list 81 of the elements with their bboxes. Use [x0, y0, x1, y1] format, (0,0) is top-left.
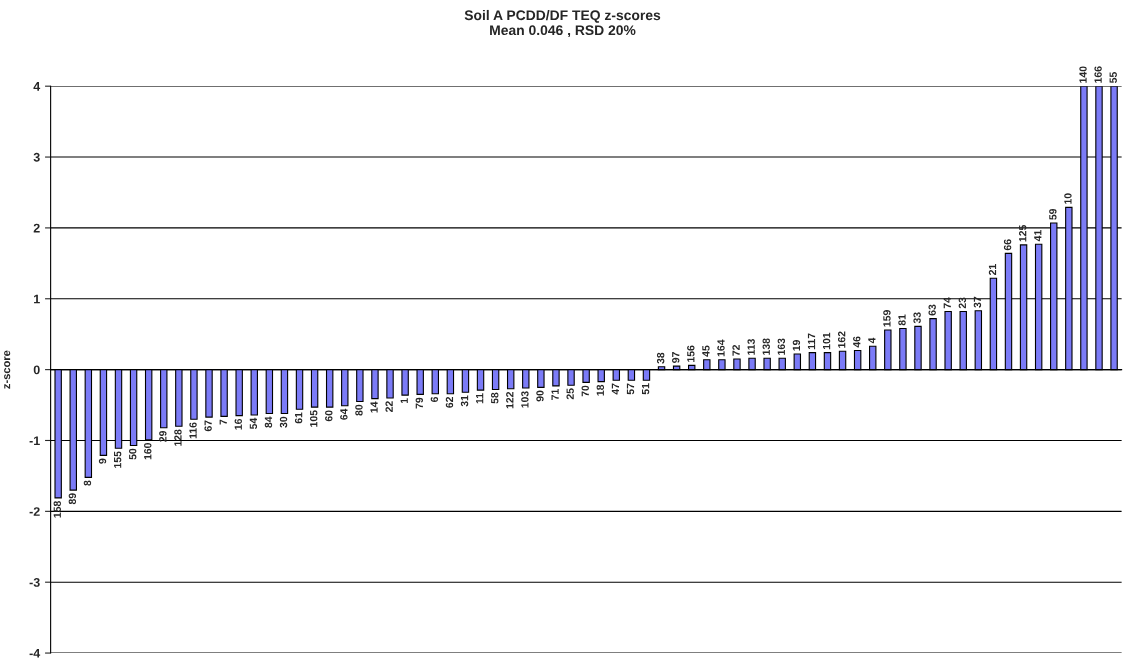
x-tick-label: 7 [219, 419, 227, 425]
x-tick-label: 18 [596, 384, 605, 396]
x-tick-label: 72 [732, 344, 740, 356]
x-tick-label: 67 [204, 420, 212, 432]
x-tick-label: 70 [581, 385, 589, 397]
x-tick-label: 30 [279, 416, 288, 428]
x-tick-label: 58 [491, 392, 499, 404]
x-tick-label: 41 [1034, 230, 1042, 242]
x-tick-label: 80 [355, 404, 363, 416]
x-tick-label: 37 [973, 296, 982, 308]
y-tick-label: -3 [29, 578, 40, 587]
x-tick-label: 97 [672, 352, 680, 363]
x-tick-label: 89 [68, 493, 77, 505]
chart-title: Soil A PCDD/DF TEQ z-scores Mean 0.046 , RSD 20% [464, 9, 661, 38]
x-tick-label: 105 [310, 410, 318, 427]
x-tick-label: 19 [792, 340, 801, 351]
x-tick-label: 158 [53, 501, 61, 518]
x-tick-label: 51 [641, 383, 650, 395]
x-tick-label: 47 [611, 383, 619, 395]
x-tick-label: 4 [868, 337, 876, 344]
x-tick-label: 160 [144, 443, 152, 460]
x-tick-label: 54 [249, 417, 258, 430]
x-tick-label: 46 [853, 336, 861, 348]
x-tick-label: 6 [430, 396, 439, 402]
y-tick-label: -1 [29, 436, 40, 446]
x-tick-label: 162 [837, 331, 846, 348]
x-tick-label: 125 [1019, 224, 1027, 242]
x-tick-label: 117 [807, 333, 816, 350]
x-tick-label: 156 [687, 345, 695, 362]
x-tick-label: 11 [476, 393, 484, 404]
x-tick-label: 59 [1049, 208, 1057, 220]
y-tick-label: 0 [33, 365, 40, 375]
x-tick-label: 128 [174, 429, 182, 446]
x-tick-label: 22 [385, 401, 393, 413]
y-tick-label: -4 [29, 648, 41, 658]
x-tick-label: 116 [189, 422, 197, 439]
x-tick-label: 55 [1109, 72, 1117, 84]
x-tick-label: 164 [717, 339, 725, 357]
x-tick-label: 31 [460, 395, 469, 407]
x-tick-label: 81 [898, 314, 906, 326]
x-tick-label: 103 [521, 391, 529, 408]
x-tick-label: 33 [913, 312, 921, 324]
x-tick-label: 61 [294, 412, 303, 424]
y-tick-label: 2 [33, 223, 40, 233]
x-tick-label: 113 [747, 339, 755, 355]
x-tick-label: 140 [1079, 66, 1087, 83]
x-tick-label: 57 [626, 383, 635, 395]
x-tick-label: 16 [234, 418, 242, 430]
x-tick-label: 101 [822, 332, 831, 350]
x-tick-label: 90 [536, 390, 544, 402]
y-tick-label: -2 [29, 507, 40, 516]
x-tick-label: 166 [1094, 66, 1102, 83]
x-tick-label: 45 [702, 345, 710, 357]
x-tick-label: 38 [656, 352, 665, 364]
x-tick-label: 9 [98, 458, 107, 464]
x-tick-label: 138 [762, 338, 770, 355]
x-tick-label: 1 [400, 398, 408, 404]
y-tick-label: 4 [33, 82, 41, 91]
x-tick-label: 25 [566, 388, 574, 400]
x-tick-label: 60 [325, 410, 333, 422]
x-tick-label: 50 [129, 448, 137, 460]
y-tick-label: 3 [33, 152, 40, 162]
x-tick-label: 62 [445, 396, 454, 408]
x-tick-label: 155 [114, 451, 122, 468]
x-tick-label: 21 [988, 264, 997, 276]
x-tick-label: 122 [506, 392, 514, 409]
x-tick-label: 74 [943, 297, 951, 309]
x-tick-label: 64 [340, 408, 348, 420]
x-tick-label: 23 [958, 297, 967, 309]
x-tick-label: 10 [1064, 193, 1072, 204]
x-tick-label: 29 [159, 430, 167, 442]
y-axis-title: z-score [4, 350, 11, 389]
x-tick-label: 71 [551, 389, 559, 400]
x-tick-label: 79 [415, 397, 423, 409]
x-tick-label: 14 [370, 401, 378, 413]
x-tick-label: 8 [83, 480, 92, 486]
x-tick-label: 159 [883, 310, 891, 327]
x-tick-label: 163 [777, 338, 786, 355]
x-tick-label: 63 [928, 304, 936, 316]
x-tick-label: 84 [264, 416, 273, 428]
x-tick-label: 66 [1003, 239, 1012, 251]
